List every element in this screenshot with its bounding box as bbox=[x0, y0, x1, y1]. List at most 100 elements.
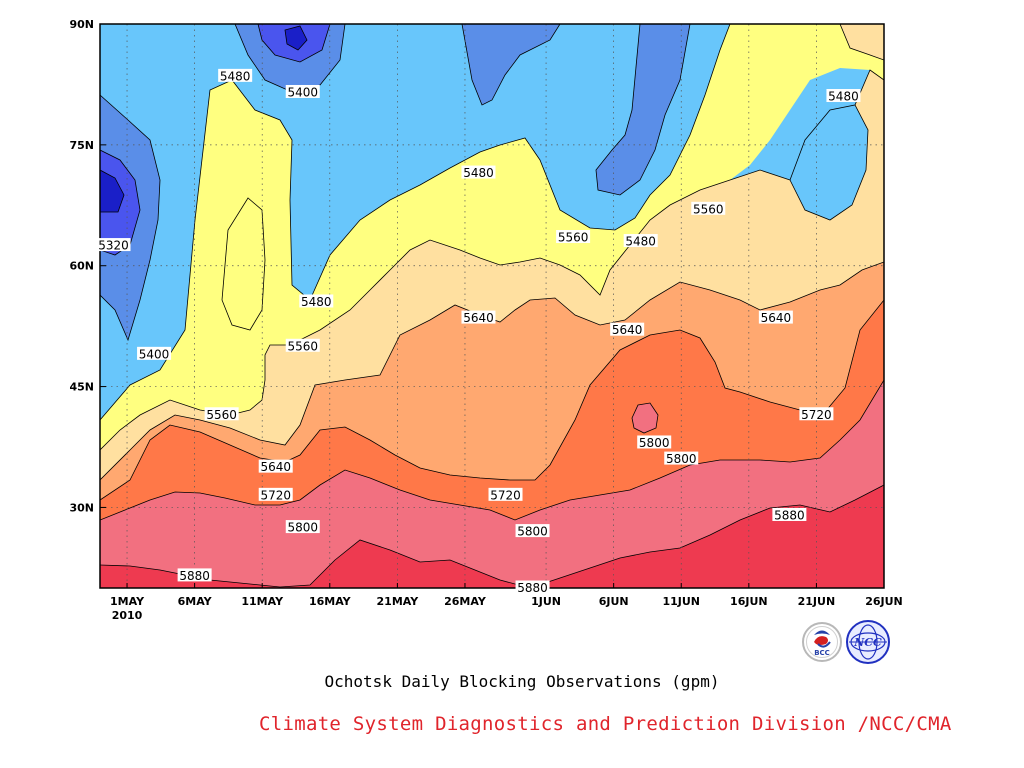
contour-label-bg bbox=[218, 68, 253, 82]
ncc-logo: NCC bbox=[846, 620, 890, 664]
band-min-core-top bbox=[285, 26, 307, 50]
contour-label-text: 5480 bbox=[220, 69, 251, 83]
contour-label-text: 5560 bbox=[206, 408, 237, 422]
band-5880-plus bbox=[100, 485, 884, 588]
contour-lines bbox=[100, 24, 884, 588]
contour-label-bg bbox=[515, 580, 550, 594]
contour-label-bg bbox=[204, 407, 239, 421]
contour-label-bg bbox=[285, 84, 320, 98]
y-tick-label: 30N bbox=[69, 501, 94, 514]
contour-label-bg bbox=[772, 507, 807, 521]
contour-label-text: 5560 bbox=[558, 231, 589, 245]
x-tick-label: 21JUN bbox=[798, 595, 836, 608]
contour-label: 5800 bbox=[285, 520, 320, 535]
x-tick-label: 16MAY bbox=[309, 595, 352, 608]
contour-label-text: 5880 bbox=[517, 581, 548, 595]
band-5560-5640-corner bbox=[840, 24, 884, 60]
contour-label: 5560 bbox=[556, 230, 591, 245]
contour-label: 5720 bbox=[799, 407, 834, 422]
contour-label-bg bbox=[623, 234, 658, 248]
filled-contours bbox=[100, 24, 884, 588]
contour-label-text: 5560 bbox=[693, 202, 724, 216]
contour-label-text: 5720 bbox=[801, 408, 832, 422]
contour-label-bg bbox=[299, 294, 334, 308]
contour-label-bg bbox=[96, 238, 131, 252]
contour-label-text: 5640 bbox=[260, 460, 291, 474]
ncc-logo-text: NCC bbox=[853, 636, 882, 649]
contour-label-text: 5480 bbox=[828, 90, 859, 104]
contour-label: 5480 bbox=[623, 234, 658, 249]
x-tick-label: 1MAY bbox=[110, 595, 145, 608]
contour-label-text: 5800 bbox=[517, 525, 548, 539]
band-min-core bbox=[100, 170, 124, 212]
contour-label-bg bbox=[137, 346, 172, 360]
x-tick-label: 11MAY bbox=[241, 595, 284, 608]
contour-label-text: 5480 bbox=[463, 166, 494, 180]
contour-label: 5400 bbox=[137, 346, 172, 361]
contour-label: 5640 bbox=[610, 322, 645, 337]
contour-label: 5480 bbox=[461, 165, 496, 180]
contour-label-text: 5560 bbox=[287, 339, 318, 353]
contour-label: 5720 bbox=[488, 487, 523, 502]
contour-label: 5800 bbox=[664, 451, 699, 466]
contour-label-bg bbox=[664, 451, 699, 465]
band-5400-5480-hole bbox=[790, 105, 868, 220]
y-tick-label: 60N bbox=[69, 260, 94, 273]
contour-label: 5880 bbox=[515, 580, 550, 595]
y-tick-label: 75N bbox=[69, 139, 94, 152]
band-5800-5880-island bbox=[632, 403, 658, 433]
contour-label-text: 5400 bbox=[287, 85, 318, 99]
contour-label-bg bbox=[461, 310, 496, 324]
contour-label: 5640 bbox=[258, 459, 293, 474]
band-5320-5400-mid bbox=[462, 24, 560, 105]
plot-frame bbox=[99, 23, 885, 589]
contour-label-text: 5800 bbox=[666, 452, 697, 466]
contour-label-text: 5320 bbox=[98, 239, 129, 253]
contour-label-text: 5720 bbox=[260, 488, 291, 502]
contour-label: 5560 bbox=[691, 201, 726, 216]
x-tick-label: 1JUN bbox=[531, 595, 561, 608]
x-tick-label: 11JUN bbox=[662, 595, 700, 608]
contour-label-text: 5640 bbox=[612, 323, 643, 337]
x-tick-label: 21MAY bbox=[377, 595, 420, 608]
contour-label-text: 5720 bbox=[490, 488, 521, 502]
contour-label-text: 5480 bbox=[301, 295, 332, 309]
contour-label: 5400 bbox=[285, 84, 320, 99]
contour-label-text: 5880 bbox=[179, 569, 210, 583]
band-5480-5560-island bbox=[222, 198, 265, 330]
contour-label: 5640 bbox=[461, 310, 496, 325]
x-tick-label: 6JUN bbox=[599, 595, 629, 608]
contour-label-bg bbox=[637, 435, 672, 449]
contour-label: 5560 bbox=[285, 338, 320, 353]
contour-label-text: 5640 bbox=[463, 311, 494, 325]
logos: BCC NCC bbox=[802, 620, 890, 664]
contour-label-bg bbox=[285, 520, 320, 534]
contour-label-bg bbox=[258, 459, 293, 473]
contour-label-bg bbox=[799, 407, 834, 421]
contour-label: 5720 bbox=[258, 487, 293, 502]
contour-label-bg bbox=[285, 338, 320, 352]
x-year-label: 2010 bbox=[112, 609, 143, 622]
contour-label: 5480 bbox=[299, 294, 334, 309]
contour-label-bg bbox=[177, 568, 212, 582]
grid bbox=[100, 24, 884, 588]
contour-label-text: 5400 bbox=[139, 347, 170, 361]
contour-label: 5880 bbox=[177, 568, 212, 583]
contour-label-text: 5480 bbox=[625, 235, 656, 249]
contour-label-bg bbox=[556, 230, 591, 244]
band-5320-5400-right bbox=[596, 24, 690, 195]
contour-label-text: 5880 bbox=[774, 508, 805, 522]
contour-label-bg bbox=[515, 524, 550, 538]
contour-label-bg bbox=[461, 165, 496, 179]
band-5480-5560 bbox=[100, 24, 884, 450]
x-tick-label: 6MAY bbox=[178, 595, 213, 608]
contour-label-bg bbox=[758, 310, 793, 324]
contour-label: 5800 bbox=[515, 524, 550, 539]
contour-labels: 5480 5400 5480 5480 5320 5560 5560 5480 5480 5640… bbox=[96, 68, 861, 595]
band-5800-5880 bbox=[100, 380, 884, 588]
contour-label: 5320 bbox=[96, 238, 131, 253]
y-axis: 30N 45N 60N 75N 90N bbox=[69, 18, 106, 514]
contour-label: 5880 bbox=[772, 507, 807, 522]
contour-label-bg bbox=[610, 322, 645, 336]
